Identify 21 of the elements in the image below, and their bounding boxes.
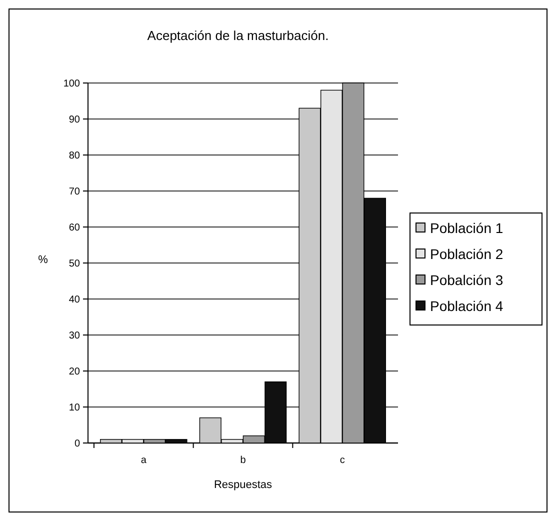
x-tick-label: c bbox=[340, 455, 345, 466]
y-tick-label: 60 bbox=[68, 222, 80, 234]
x-tick-label: b bbox=[240, 455, 246, 466]
legend-label: Población 1 bbox=[430, 220, 504, 236]
legend-label: Población 2 bbox=[430, 246, 504, 262]
y-tick-label: 20 bbox=[68, 366, 80, 378]
y-tick-label: 30 bbox=[68, 330, 80, 342]
y-tick-label: 50 bbox=[68, 258, 80, 270]
y-tick-label: 100 bbox=[63, 78, 80, 90]
x-axis-title: Respuestas bbox=[214, 479, 273, 491]
y-tick-label: 10 bbox=[68, 402, 80, 414]
y-tick-label: 80 bbox=[68, 150, 80, 162]
legend-label: Pobalción 3 bbox=[430, 272, 504, 288]
legend-label: Población 4 bbox=[430, 298, 504, 314]
x-tick-label: a bbox=[140, 455, 147, 466]
y-tick-label: 90 bbox=[68, 114, 80, 126]
chart-title: Aceptación de la masturbación. bbox=[147, 28, 329, 43]
y-tick-label: 0 bbox=[74, 438, 80, 450]
y-axis-title: % bbox=[38, 254, 48, 266]
y-tick-label: 70 bbox=[68, 186, 80, 198]
y-tick-label: 40 bbox=[68, 294, 80, 306]
